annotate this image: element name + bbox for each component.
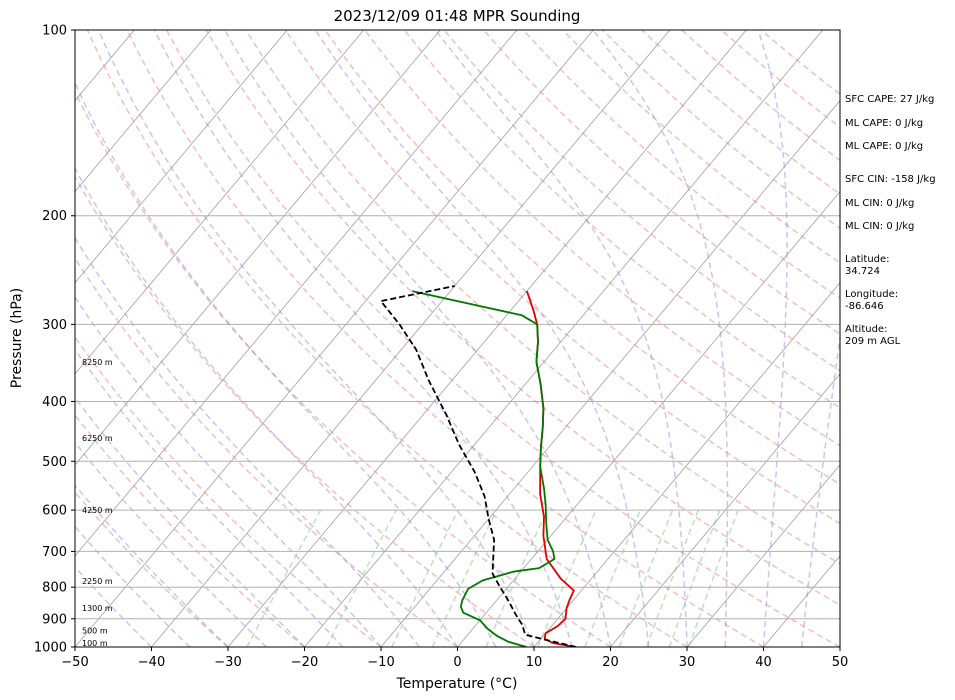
sfc-cin-text: SFC CIN: -158 J/kg <box>845 174 936 185</box>
moist-adiabat-line <box>75 295 382 647</box>
isotherm-line <box>533 282 840 647</box>
isotherm-line <box>686 464 840 647</box>
x-axis-label: Temperature (°C) <box>396 676 518 692</box>
dry-adiabat-line <box>86 30 688 647</box>
parcel-profile <box>380 285 577 647</box>
sounding-profiles <box>380 285 577 647</box>
y-tick-label: 200 <box>42 209 67 224</box>
height-labels: 8250 m 6250 m 4250 m 2250 m 1300 m 500 m 100 m <box>82 358 113 648</box>
x-tick-label: −40 <box>138 655 165 670</box>
isotherm-line <box>75 30 441 466</box>
moist-adiabat-line <box>75 81 497 647</box>
dry-adiabat-line <box>165 30 840 647</box>
dry-adiabat-line <box>75 491 229 647</box>
moist-adiabat-line <box>314 30 650 647</box>
dry-adiabat-line <box>324 30 840 486</box>
x-axis-ticks: −50 −40 −30 −20 −10 0 10 20 30 40 50 <box>61 647 848 670</box>
isotherm-line <box>610 373 840 647</box>
mixing-ratio-line <box>246 509 322 647</box>
dry-adiabat-line <box>126 30 764 647</box>
side-panel: SFC CAPE: 27 J/kg ML CAPE: 0 J/kg ML CAP… <box>845 94 936 347</box>
y-tick-label: 700 <box>42 545 67 560</box>
y-tick-label: 600 <box>42 504 67 519</box>
longitude-label: Longitude: <box>845 289 898 300</box>
isotherm-line <box>75 30 594 647</box>
y-tick-label: 1000 <box>34 641 67 656</box>
dry-adiabat-line <box>284 30 840 525</box>
x-tick-label: 0 <box>453 655 461 670</box>
chart-title: 2023/12/09 01:48 MPR Sounding <box>334 7 581 25</box>
isotherm-line <box>75 30 288 284</box>
x-tick-label: 40 <box>755 655 772 670</box>
y-tick-label: 400 <box>42 395 67 410</box>
dry-adiabat-line <box>75 413 305 647</box>
dry-adiabat-line <box>75 336 382 647</box>
y-axis-ticks: 100 200 300 400 500 600 700 800 900 1000 <box>34 24 75 656</box>
moist-adiabat-line <box>75 441 267 647</box>
moist-adiabat-line <box>592 30 729 647</box>
ml-cin-text-2: ML CIN: 0 J/kg <box>845 221 914 232</box>
moist-adiabat-line <box>75 484 229 647</box>
moist-adiabat-line <box>75 236 420 647</box>
altitude-label: Altitude: <box>845 324 887 335</box>
moist-adiabat-line <box>434 30 688 647</box>
sfc-cape-text: SFC CAPE: 27 J/kg <box>845 94 934 105</box>
moist-adiabat-line <box>97 30 535 647</box>
x-tick-label: 50 <box>832 655 849 670</box>
moist-adiabat-line <box>757 30 788 647</box>
dewpoint-profile <box>412 290 556 647</box>
height-label: 6250 m <box>82 434 113 443</box>
ml-cape-text-2: ML CAPE: 0 J/kg <box>845 141 923 152</box>
latitude-value: 34.724 <box>845 266 880 277</box>
y-tick-label: 100 <box>42 24 67 39</box>
isotherm-line <box>75 30 518 557</box>
moist-adiabat-line <box>801 332 840 647</box>
mixing-ratio-line <box>325 509 397 647</box>
dry-adiabat-line <box>75 90 611 647</box>
isotherm-line <box>380 99 840 647</box>
mixing-ratio-line <box>391 509 459 647</box>
dry-adiabat-line <box>483 30 840 336</box>
height-label: 500 m <box>82 626 108 635</box>
moist-adiabat-line <box>75 565 153 647</box>
moist-adiabat-line <box>224 30 612 647</box>
x-tick-label: 20 <box>602 655 619 670</box>
height-label: 1300 m <box>82 604 113 613</box>
x-tick-label: −30 <box>214 655 241 670</box>
ml-cape-text-1: ML CAPE: 0 J/kg <box>845 118 923 129</box>
height-label: 8250 m <box>82 358 113 367</box>
isotherm-line <box>304 30 824 647</box>
altitude-value: 209 m AGL <box>845 336 901 347</box>
isotherm-line <box>227 30 747 647</box>
ml-cin-text-1: ML CIN: 0 J/kg <box>845 198 914 209</box>
x-tick-label: −50 <box>61 655 88 670</box>
dry-adiabat-line <box>75 175 535 647</box>
x-tick-label: 30 <box>679 655 696 670</box>
x-tick-label: −10 <box>367 655 394 670</box>
y-tick-label: 300 <box>42 318 67 333</box>
y-tick-label: 900 <box>42 612 67 627</box>
x-tick-label: 10 <box>526 655 543 670</box>
latitude-label: Latitude: <box>845 254 890 265</box>
dry-adiabat-line <box>205 30 840 606</box>
moist-adiabat-line <box>75 396 306 647</box>
height-label: 100 m <box>82 639 108 648</box>
height-label: 2250 m <box>82 577 113 586</box>
moist-adiabat-line <box>75 348 344 647</box>
height-label: 4250 m <box>82 506 113 515</box>
isotherm-line <box>75 30 212 193</box>
y-tick-label: 800 <box>42 581 67 596</box>
isotherm-line <box>75 30 365 375</box>
dry-adiabat-line <box>522 30 840 300</box>
dry-adiabat-line <box>245 30 840 565</box>
y-tick-label: 500 <box>42 455 67 470</box>
moist-adiabat-line <box>75 166 459 647</box>
moist-adiabat-line <box>153 30 574 647</box>
y-axis-label: Pressure (hPa) <box>9 288 25 388</box>
dry-adiabat-line <box>75 256 458 647</box>
moist-adiabat-line <box>75 525 191 647</box>
longitude-value: -86.646 <box>845 301 884 312</box>
x-tick-label: −20 <box>291 655 318 670</box>
